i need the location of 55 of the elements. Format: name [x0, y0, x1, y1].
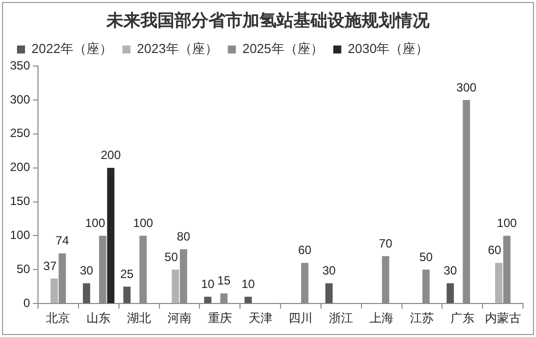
data-label: 37: [43, 258, 57, 273]
y-tick-label: 300: [10, 92, 30, 106]
legend-label: 2030年（座）: [348, 41, 429, 56]
bar: [446, 283, 454, 304]
data-label: 15: [217, 274, 231, 288]
y-tick-label: 350: [10, 58, 30, 72]
data-label: 300: [456, 80, 477, 94]
data-label: 100: [133, 216, 154, 230]
bar: [82, 283, 90, 304]
bar: [204, 296, 212, 304]
data-label: 10: [242, 277, 256, 292]
data-label: 60: [298, 243, 312, 258]
data-label: 100: [85, 216, 106, 230]
bar: [172, 270, 180, 304]
chart-title: 未来我国部分省市加氢站基础设施规划情况: [105, 10, 430, 32]
bar: [50, 278, 58, 304]
data-label: 80: [176, 230, 191, 244]
x-tick-label: 山东: [86, 310, 111, 325]
x-tick-label: 广东: [450, 310, 474, 325]
data-label: 30: [444, 264, 458, 278]
x-tick-label: 浙江: [329, 310, 354, 325]
x-tick-label: 四川: [288, 310, 313, 325]
bar: [107, 168, 114, 304]
data-label: 30: [80, 264, 94, 278]
data-label: 60: [488, 243, 502, 258]
data-label: 50: [419, 250, 433, 264]
bar: [495, 262, 502, 304]
y-tick-label: 100: [10, 228, 30, 242]
bar: [325, 283, 333, 304]
x-tick-label: 江苏: [410, 310, 434, 325]
x-tick-label: 天津: [248, 310, 272, 325]
x-tick-label: 重庆: [208, 310, 232, 325]
data-label: 25: [120, 266, 134, 281]
bar: [244, 296, 252, 304]
y-tick-label: 0: [23, 296, 30, 310]
data-label: 10: [201, 277, 215, 292]
x-tick-label: 湖北: [127, 310, 152, 325]
data-label: 74: [56, 234, 70, 248]
x-tick-label: 上海: [370, 310, 394, 325]
data-label: 70: [378, 236, 393, 250]
x-tick-label: 北京: [46, 310, 70, 325]
y-tick-label: 250: [10, 126, 30, 140]
data-label: 30: [322, 264, 336, 278]
data-label: 100: [496, 216, 518, 230]
data-label: 200: [100, 148, 122, 162]
x-tick-label: 内蒙古: [484, 310, 521, 325]
x-tick-label: 河南: [167, 310, 192, 325]
legend-label: 2022年（座）: [32, 41, 112, 56]
y-tick-label: 200: [10, 160, 30, 174]
legend-label: 2023年（座）: [136, 41, 218, 56]
y-tick-label: 150: [10, 194, 30, 208]
legend-label: 2025年（座）: [242, 41, 324, 56]
data-label: 50: [164, 250, 178, 264]
bar: [123, 286, 131, 304]
y-tick-label: 50: [16, 262, 30, 276]
